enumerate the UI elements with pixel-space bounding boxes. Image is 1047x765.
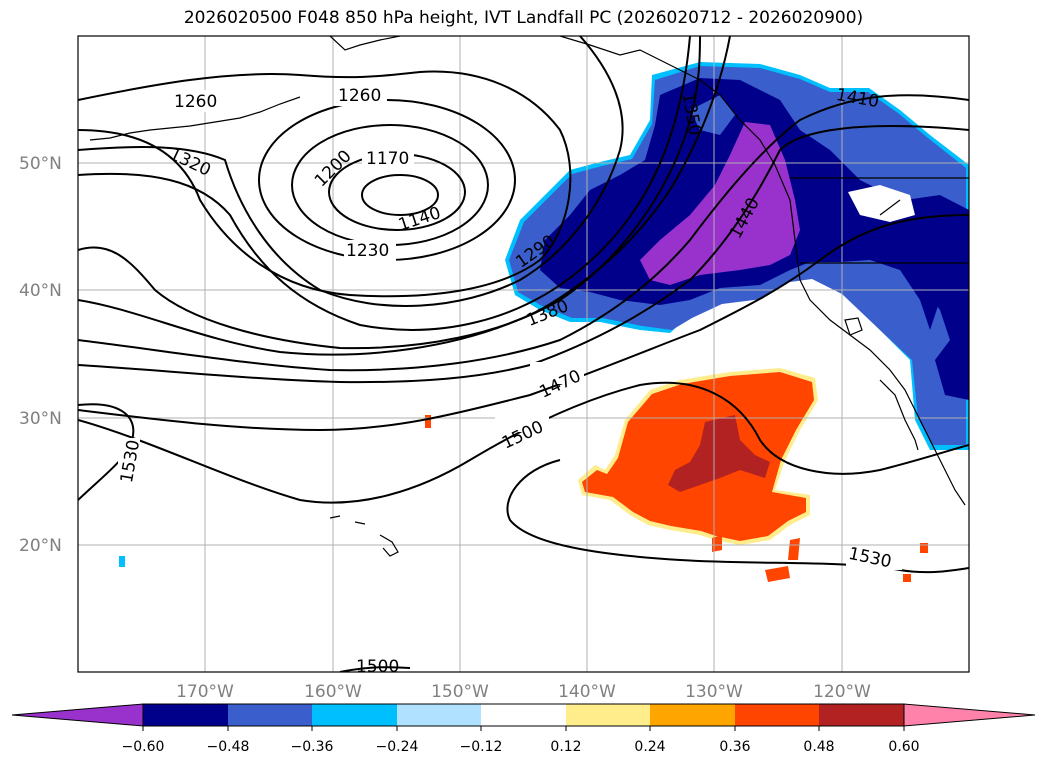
colorbar-tick-label-5: 0.12 — [550, 739, 581, 755]
colorbar-segment-1 — [143, 704, 228, 726]
colorbar-tick-label-4: −0.12 — [460, 739, 503, 755]
colorbar-tick-label-3: −0.24 — [376, 739, 419, 755]
contour-1350 — [78, 36, 701, 350]
lon-label-120w: 120°W — [813, 682, 871, 702]
colorbar-tick-label-2: −0.36 — [291, 739, 334, 755]
lon-label-170w: 170°W — [176, 682, 234, 702]
lon-label-130w: 130°W — [685, 682, 743, 702]
contour-1470 — [78, 214, 969, 432]
pc-royal-blue-patch — [690, 95, 735, 135]
contour-label-1230: 1230 — [346, 241, 389, 261]
colorbar-segment-4 — [397, 704, 481, 726]
baja-california — [879, 379, 919, 451]
great-salt-lake — [844, 317, 863, 336]
colorbar-segment-3 — [312, 704, 397, 726]
colorbar-segment-9 — [819, 704, 904, 726]
colorbar-extend-low — [11, 703, 144, 727]
colorbar-tick-label-0: −0.60 — [122, 739, 165, 755]
contour-1530-east — [506, 459, 969, 574]
contour-1260 — [78, 70, 572, 298]
colorbar-segment-7 — [650, 704, 735, 726]
colorbar-segment-6 — [566, 704, 650, 726]
lat-label-50n: 50°N — [19, 154, 62, 174]
contour-1380 — [78, 36, 731, 356]
lat-label-30n: 30°N — [19, 409, 62, 429]
contour-label-1500-south: 1500 — [356, 657, 399, 677]
colorbar-ticks — [142, 726, 905, 731]
colorbar-tick-label-7: 0.36 — [719, 739, 750, 755]
lat-label-20n: 20°N — [19, 536, 62, 556]
contour-1410 — [78, 94, 969, 372]
colorbar-segment-2 — [228, 704, 312, 726]
pc-orange-island-3 — [788, 538, 800, 560]
pc-white-hole — [848, 185, 915, 222]
contour-1440 — [78, 125, 969, 384]
longitude-labels: 170°W 160°W 150°W 140°W 130°W 120°W — [176, 682, 871, 702]
us-border — [790, 177, 969, 264]
lon-label-140w: 140°W — [558, 682, 616, 702]
negative-pc-region — [505, 62, 969, 450]
pc-blue-island — [119, 556, 125, 567]
lat-label-40n: 40°N — [19, 281, 62, 301]
contour-1500 — [78, 381, 969, 504]
pc-orange-island-5 — [903, 574, 911, 582]
latitude-labels: 50°N 40°N 30°N 20°N — [19, 154, 62, 556]
pc-navy-east — [905, 195, 969, 400]
map-frame — [77, 35, 970, 673]
contour-1290 — [78, 36, 624, 307]
colorbar: −0.60 −0.48 −0.36 −0.24 −0.12 0.12 0.24 … — [11, 703, 1036, 755]
contour-1140 — [361, 174, 439, 216]
lon-label-150w: 150°W — [431, 682, 489, 702]
colorbar-tick-label-6: 0.24 — [634, 739, 665, 755]
pc-orange-island-2 — [765, 566, 790, 582]
pc-orange-island-6 — [425, 415, 431, 428]
lon-label-160w: 160°W — [304, 682, 362, 702]
colorbar-outline — [142, 703, 905, 727]
colorbar-tick-label-1: −0.48 — [207, 739, 250, 755]
colorbar-extend-high — [903, 703, 1036, 727]
contour-label-1260-east: 1260 — [338, 86, 381, 106]
contour-label-1170: 1170 — [366, 149, 409, 169]
pc-firebrick-core — [668, 415, 770, 492]
alaska-coast — [329, 36, 966, 506]
contour-1320 — [78, 36, 691, 331]
colorbar-segment-5 — [481, 704, 566, 726]
colorbar-segment-8 — [735, 704, 819, 726]
map-title: 2026020500 F048 850 hPa height, IVT Land… — [183, 8, 864, 28]
height-contours — [78, 36, 969, 672]
contour-1500-south — [339, 666, 411, 672]
contour-label-1260-west: 1260 — [174, 92, 217, 112]
hawaii-islands — [329, 515, 399, 557]
colorbar-tick-label-9: 0.60 — [888, 739, 919, 755]
colorbar-tick-label-8: 0.48 — [803, 739, 834, 755]
